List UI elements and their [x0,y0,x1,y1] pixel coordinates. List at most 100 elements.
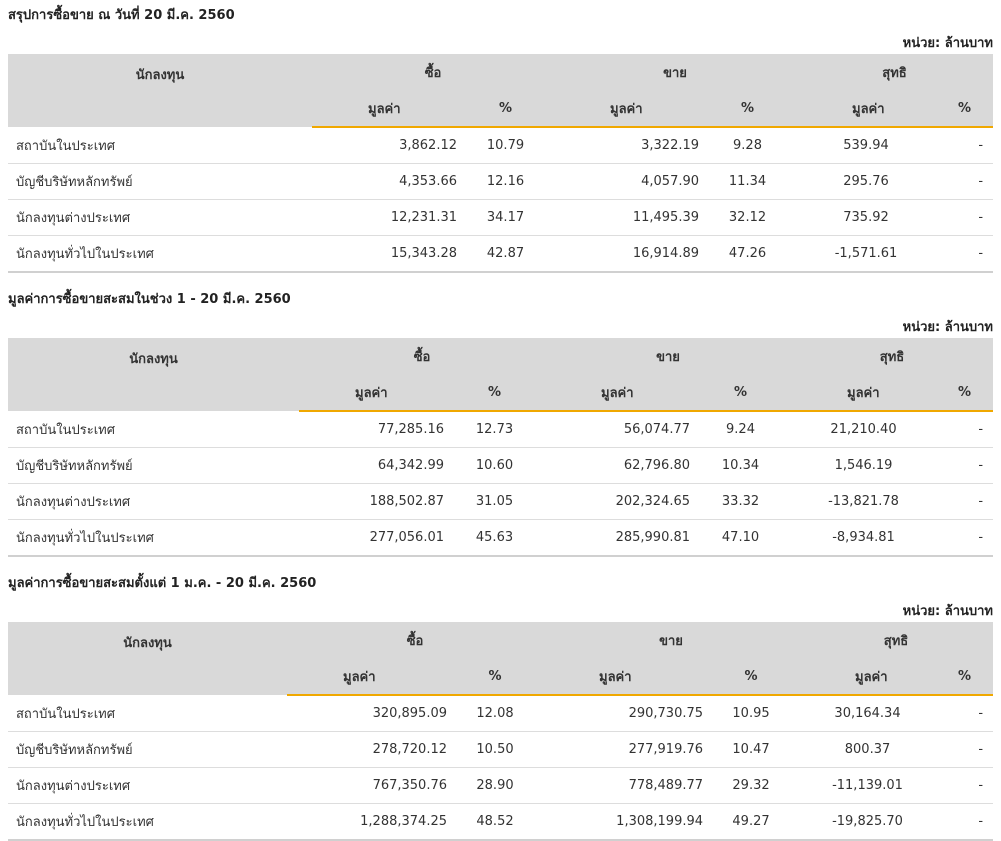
investor-name: บัญชีบริษัทหลักทรัพย์ [8,731,287,768]
net-value: -1,571.61 [796,235,937,273]
header-sell-percent: % [690,374,792,412]
buy-percent: 10.60 [444,447,546,484]
buy-value: 12,231.31 [312,199,457,236]
header-sell-value: มูลค่า [554,90,700,128]
header-buy-percent: % [447,658,544,696]
buy-percent: 10.79 [457,127,555,164]
sell-value: 4,057.90 [554,163,700,200]
table-row: นักลงทุนทั่วไปในประเทศ 277,056.01 45.63 … [8,519,994,557]
table-row: นักลงทุนทั่วไปในประเทศ 1,288,374.25 48.5… [8,803,994,841]
investor-name: นักลงทุนทั่วไปในประเทศ [8,235,312,273]
sell-percent: 10.95 [703,695,800,732]
sell-percent: 9.24 [690,411,792,448]
net-value: 30,164.34 [799,695,937,732]
investor-name: นักลงทุนต่างประเทศ [8,199,312,236]
header-sell-value: มูลค่า [545,374,691,412]
sell-value: 290,730.75 [543,695,704,732]
trading-table: นักลงทุน ซื้อ ขาย สุทธิ มูลค่า % มูลค่า … [8,54,994,273]
investor-name: สถาบันในประเทศ [8,695,287,732]
buy-value: 188,502.87 [299,483,444,520]
section-title: มูลค่าการซื้อขายสะสมตั้งแต่ 1 ม.ค. - 20 … [8,576,317,591]
net-value: 1,546.19 [791,447,937,484]
net-value: 735.92 [796,199,937,236]
header-buy: ซื้อ [312,54,555,90]
net-percent: - [936,127,994,164]
header-buy-percent: % [444,374,546,412]
buy-percent: 45.63 [444,519,546,557]
header-sell-percent: % [703,658,800,696]
sell-percent: 9.28 [699,127,797,164]
header-buy-value: มูลค่า [299,374,444,412]
investor-name: สถาบันในประเทศ [8,411,299,448]
sell-percent: 47.10 [690,519,792,557]
header-sell-percent: % [699,90,797,128]
sell-percent: 33.32 [690,483,792,520]
header-sell: ขาย [554,54,797,90]
table-row: สถาบันในประเทศ 77,285.16 12.73 56,074.77… [8,411,994,448]
header-net-percent: % [936,658,994,696]
sell-percent: 49.27 [703,803,800,841]
net-percent: - [936,803,994,841]
buy-value: 278,720.12 [287,731,447,768]
header-buy: ซื้อ [287,622,544,658]
sell-value: 1,308,199.94 [543,803,704,841]
buy-value: 15,343.28 [312,235,457,273]
sell-value: 778,489.77 [543,767,704,804]
table-row: บัญชีบริษัทหลักทรัพย์ 4,353.66 12.16 4,0… [8,163,994,200]
net-value: -11,139.01 [799,767,937,804]
header-net: สุทธิ [796,54,994,90]
buy-value: 767,350.76 [287,767,447,804]
section-title: มูลค่าการซื้อขายสะสมในช่วง 1 - 20 มี.ค. … [8,292,291,307]
table-row: นักลงทุนต่างประเทศ 188,502.87 31.05 202,… [8,483,994,520]
table-row: นักลงทุนต่างประเทศ 767,350.76 28.90 778,… [8,767,994,804]
net-percent: - [936,411,994,448]
net-value: 21,210.40 [791,411,937,448]
investor-name: นักลงทุนทั่วไปในประเทศ [8,519,299,557]
buy-percent: 12.73 [444,411,546,448]
net-percent: - [936,447,994,484]
buy-percent: 48.52 [447,803,544,841]
buy-value: 4,353.66 [312,163,457,200]
buy-percent: 12.16 [457,163,555,200]
buy-percent: 10.50 [447,731,544,768]
net-percent: - [936,235,994,273]
net-value: -13,821.78 [791,483,937,520]
sell-value: 277,919.76 [543,731,704,768]
buy-value: 277,056.01 [299,519,444,557]
header-investor: นักลงทุน [8,54,312,127]
net-percent: - [936,163,994,200]
net-percent: - [936,199,994,236]
buy-percent: 42.87 [457,235,555,273]
buy-value: 64,342.99 [299,447,444,484]
net-value: -8,934.81 [791,519,937,557]
section-title: สรุปการซื้อขาย ณ วันที่ 20 มี.ค. 2560 [8,8,235,23]
header-net-percent: % [936,90,994,128]
buy-value: 320,895.09 [287,695,447,732]
sell-percent: 32.12 [699,199,797,236]
trading-table: นักลงทุน ซื้อ ขาย สุทธิ มูลค่า % มูลค่า … [8,622,994,841]
sell-value: 285,990.81 [545,519,691,557]
sell-percent: 47.26 [699,235,797,273]
header-buy-percent: % [457,90,555,128]
net-value: -19,825.70 [799,803,937,841]
buy-percent: 34.17 [457,199,555,236]
trading-table: นักลงทุน ซื้อ ขาย สุทธิ มูลค่า % มูลค่า … [8,338,994,557]
table-row: บัญชีบริษัทหลักทรัพย์ 64,342.99 10.60 62… [8,447,994,484]
header-sell-value: มูลค่า [543,658,704,696]
net-percent: - [936,767,994,804]
net-percent: - [936,483,994,520]
net-percent: - [936,695,994,732]
table-row: สถาบันในประเทศ 320,895.09 12.08 290,730.… [8,695,994,732]
sell-value: 16,914.89 [554,235,700,273]
investor-name: บัญชีบริษัทหลักทรัพย์ [8,447,299,484]
table-row: นักลงทุนต่างประเทศ 12,231.31 34.17 11,49… [8,199,994,236]
net-value: 800.37 [799,731,937,768]
header-net-value: มูลค่า [796,90,937,128]
sell-percent: 10.47 [703,731,800,768]
investor-name: นักลงทุนต่างประเทศ [8,483,299,520]
header-net: สุทธิ [799,622,994,658]
sell-percent: 11.34 [699,163,797,200]
investor-name: นักลงทุนทั่วไปในประเทศ [8,803,287,841]
header-sell: ขาย [545,338,792,374]
table-row: สถาบันในประเทศ 3,862.12 10.79 3,322.19 9… [8,127,994,164]
